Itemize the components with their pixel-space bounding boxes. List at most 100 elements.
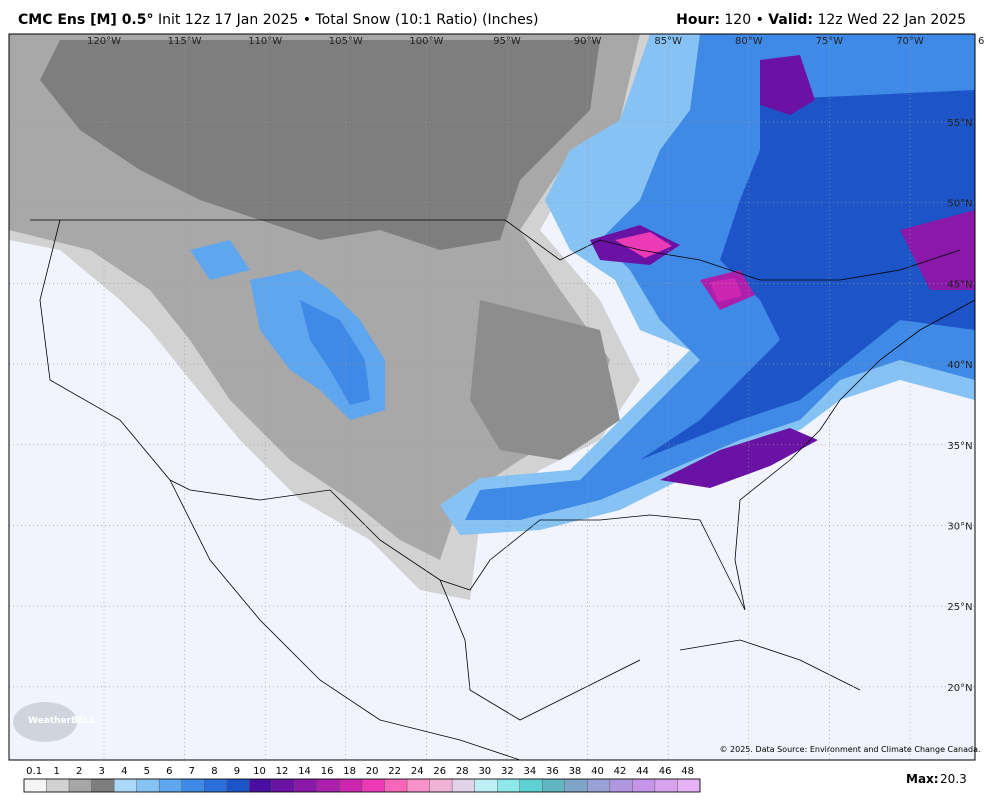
- legend-level: 24: [411, 766, 424, 777]
- legend-level: 1: [53, 766, 59, 777]
- header-left: CMC Ens [M] 0.5° Init 12z 17 Jan 2025 • …: [18, 12, 538, 28]
- longitude-label: 60°N: [978, 36, 984, 47]
- snow-field: [9, 34, 975, 760]
- legend-swatch: [46, 778, 70, 793]
- longitude-label: 100°W: [409, 36, 443, 47]
- max-label: Max:: [906, 772, 939, 786]
- cuba-outline: [679, 639, 861, 691]
- legend-frame: [23, 778, 701, 793]
- longitude-label: 75°W: [816, 36, 844, 47]
- legend-swatch: [384, 778, 408, 793]
- legend-level: 36: [546, 766, 559, 777]
- legend-level: 48: [681, 766, 694, 777]
- latitude-label: 35°N: [947, 441, 972, 452]
- snow-pink: [615, 232, 672, 258]
- legend-level: 10: [253, 766, 266, 777]
- legend-level: 22: [388, 766, 401, 777]
- legend-swatch: [654, 778, 678, 793]
- separator: •: [755, 12, 764, 28]
- legend-level: 16: [321, 766, 334, 777]
- legend-swatch: [249, 778, 273, 793]
- legend-swatch: [181, 778, 205, 793]
- legend-level: 44: [636, 766, 649, 777]
- legend-swatch: [68, 778, 92, 793]
- legend-swatch: [226, 778, 250, 793]
- legend-swatch: [429, 778, 453, 793]
- legend-swatch: [204, 778, 227, 793]
- snow-dark-2: [470, 300, 620, 460]
- longitude-label: 85°W: [654, 36, 682, 47]
- snow-dark: [40, 40, 600, 250]
- latitude-label: 25°N: [947, 602, 972, 613]
- longitude-label: 105°W: [329, 36, 363, 47]
- latitude-label: 50°N: [947, 199, 972, 210]
- legend-swatch: [609, 778, 633, 793]
- valid-label: Valid:: [768, 12, 814, 28]
- legend-swatch: [294, 778, 318, 793]
- header-right: Hour: 120 • Valid: 12z Wed 22 Jan 2025: [676, 12, 966, 28]
- map-frame: [8, 33, 976, 761]
- legend-swatch: [136, 778, 160, 793]
- legend-level: 28: [456, 766, 469, 777]
- legend-level: 20: [366, 766, 379, 777]
- legend-swatch: [632, 778, 656, 793]
- longitude-label: 115°W: [168, 36, 202, 47]
- legend-swatch: [474, 778, 498, 793]
- legend-level: 9: [234, 766, 240, 777]
- legend-level: 32: [501, 766, 514, 777]
- longitude-label: 90°W: [574, 36, 602, 47]
- latitude-label: 20°N: [947, 683, 972, 694]
- snow-rockies-dark: [300, 300, 370, 405]
- legend-level: 4: [121, 766, 127, 777]
- latitude-label: 30°N: [947, 522, 972, 533]
- max-value: 20.3: [940, 772, 967, 786]
- valid: 12z Wed 22 Jan 2025: [817, 12, 966, 28]
- legend-level: 14: [298, 766, 311, 777]
- legend: 0.1 1 2 3 4 5 6 7 8 9 10 12 14 16 18 20 22 24 26 28 30 32 34 36…: [23, 766, 701, 793]
- legend-level: 46: [659, 766, 672, 777]
- legend-swatch: [361, 778, 385, 793]
- snow-purple: [660, 428, 818, 488]
- legend-level: 7: [189, 766, 195, 777]
- legend-level: 3: [99, 766, 105, 777]
- legend-swatch: [316, 778, 340, 793]
- longitude-label: 80°W: [735, 36, 763, 47]
- legend-level: 40: [591, 766, 604, 777]
- longitude-label: 95°W: [493, 36, 521, 47]
- legend-swatch: [677, 778, 701, 793]
- description: Init 12z 17 Jan 2025 • Total Snow (10:1 …: [157, 12, 539, 28]
- snow-purple-east: [900, 210, 975, 290]
- legend-swatch: [451, 778, 475, 793]
- legend-swatch: [542, 778, 565, 793]
- legend-level: 34: [524, 766, 537, 777]
- graticule: 120°W 115°W 110°W 105°W 100°W 95°W 90°W 85°W 80°…: [9, 34, 984, 760]
- borders: [30, 219, 976, 761]
- legend-level: 12: [276, 766, 289, 777]
- legend-swatch: [587, 778, 611, 793]
- legend-swatch: [91, 778, 115, 793]
- longitude-label: 110°W: [248, 36, 282, 47]
- legend-swatch: [497, 778, 520, 793]
- legend-level: 26: [433, 766, 446, 777]
- longitude-label: 120°W: [87, 36, 121, 47]
- legend-swatch: [158, 778, 182, 793]
- legend-level: 5: [144, 766, 150, 777]
- copyright: © 2025. Data Source: Environment and Cli…: [719, 745, 980, 754]
- snow-idaho: [190, 240, 250, 280]
- legend-level: 8: [211, 766, 217, 777]
- snow-blue-dark: [640, 90, 975, 460]
- legend-level: 38: [569, 766, 582, 777]
- logo-badge: [13, 702, 77, 742]
- longitude-label: 70°W: [896, 36, 924, 47]
- legend-swatch: [113, 778, 137, 793]
- legend-level: 18: [343, 766, 356, 777]
- latitude-label: 45°N: [947, 279, 972, 290]
- logo: WeatherBELL: [28, 716, 96, 726]
- legend-swatch: [23, 778, 47, 793]
- legend-level: 2: [76, 766, 82, 777]
- legend-level: 42: [614, 766, 627, 777]
- legend-swatch: [519, 778, 543, 793]
- legend-swatch: [271, 778, 295, 793]
